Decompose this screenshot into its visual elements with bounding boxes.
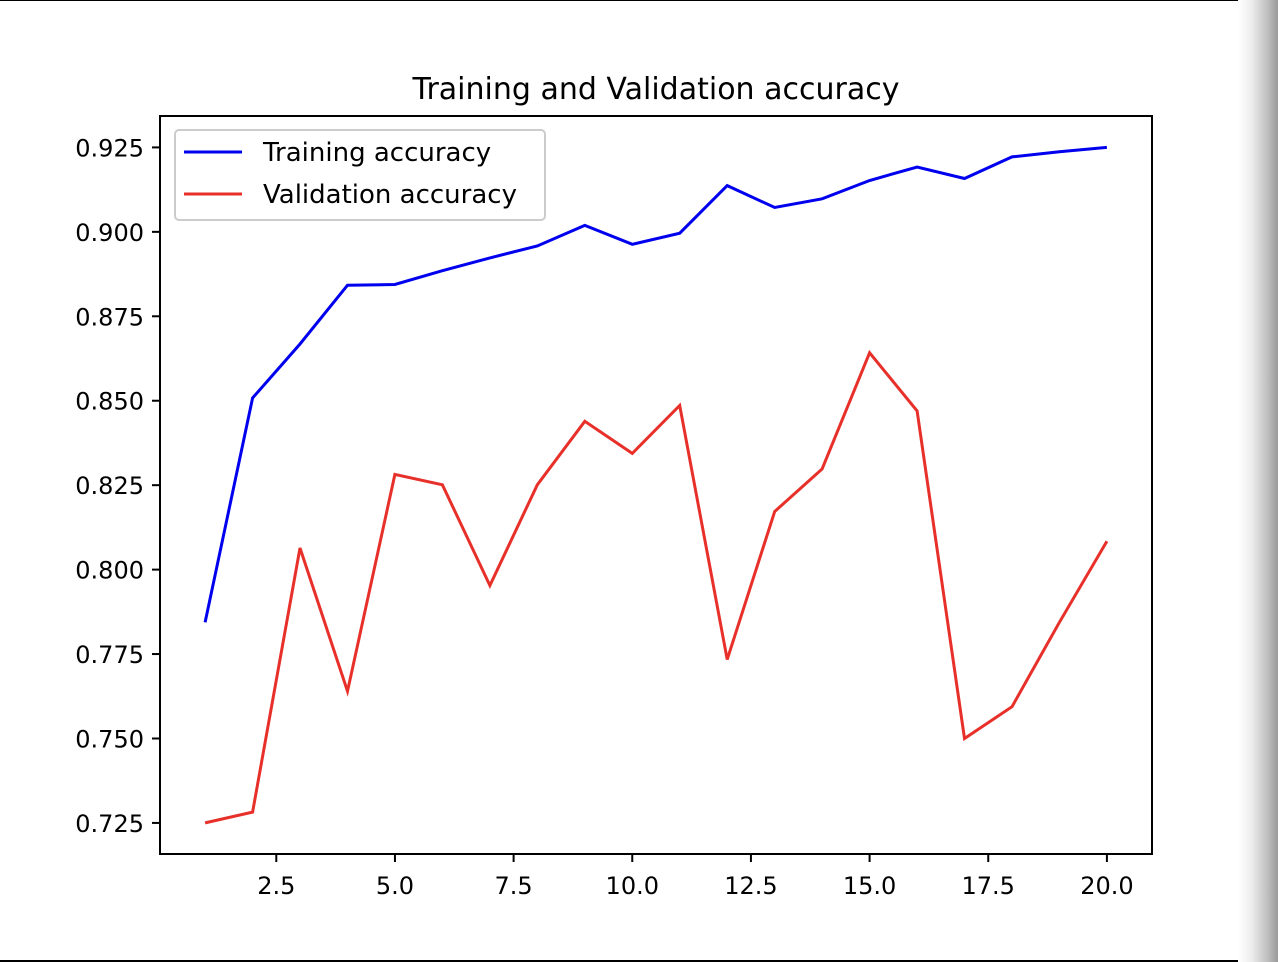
y-axis-ticks: 0.725 0.750 0.775 0.800 0.825 0.850 0.875 0.900… bbox=[75, 134, 160, 838]
y-tick-label: 0.725 bbox=[75, 810, 144, 838]
y-tick-label: 0.800 bbox=[75, 557, 144, 585]
x-axis-ticks: 2.5 5.0 7.5 10.0 12.5 15.0 17.5 20.0 bbox=[257, 854, 1134, 900]
y-tick-label: 0.875 bbox=[75, 303, 144, 331]
y-tick-label: 0.850 bbox=[75, 388, 144, 416]
y-tick-label: 0.775 bbox=[75, 641, 144, 669]
plot-area bbox=[203, 145, 1109, 825]
y-tick-label: 0.900 bbox=[75, 219, 144, 247]
series-line-0 bbox=[203, 145, 1108, 623]
y-tick-label: 0.825 bbox=[75, 472, 144, 500]
series-line-1 bbox=[204, 349, 1109, 825]
x-tick-label: 12.5 bbox=[724, 872, 777, 900]
x-tick-label: 5.0 bbox=[376, 872, 414, 900]
legend-label-training: Training accuracy bbox=[262, 138, 491, 168]
x-tick-label: 7.5 bbox=[495, 872, 533, 900]
x-tick-label: 15.0 bbox=[843, 872, 896, 900]
legend: Training accuracy Validation accuracy bbox=[174, 129, 546, 221]
x-tick-label: 2.5 bbox=[257, 872, 295, 900]
y-tick-label: 0.750 bbox=[75, 725, 144, 753]
x-tick-label: 10.0 bbox=[606, 872, 659, 900]
plot-axes-frame bbox=[159, 115, 1153, 855]
chart-title: Training and Validation accuracy bbox=[412, 72, 900, 107]
legend-label-validation: Validation accuracy bbox=[263, 180, 517, 210]
x-tick-label: 20.0 bbox=[1080, 872, 1133, 900]
y-tick-label: 0.925 bbox=[75, 134, 144, 162]
legend-box bbox=[174, 129, 546, 221]
x-tick-label: 17.5 bbox=[962, 872, 1015, 900]
window-edge-shadow bbox=[1238, 0, 1278, 962]
